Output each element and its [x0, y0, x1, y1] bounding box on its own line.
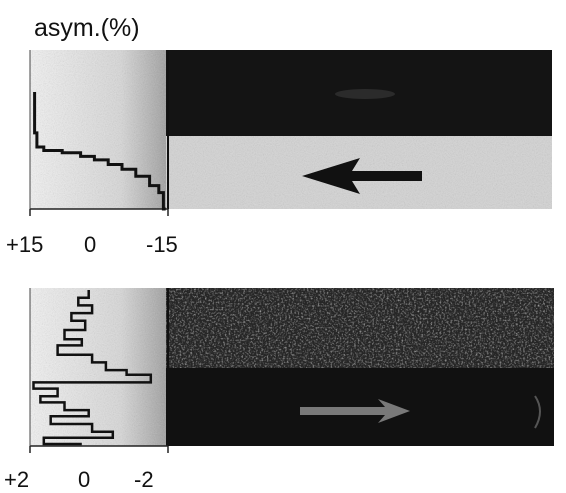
top-tick-plus15: +15 — [6, 232, 44, 257]
bottom-panel — [29, 288, 554, 453]
bottom-tick-0: 0 — [78, 467, 91, 492]
top-panel — [29, 50, 552, 216]
top-tick-0: 0 — [84, 232, 97, 257]
top-tick-minus15: -15 — [146, 232, 178, 257]
edge-mark — [534, 395, 541, 429]
y-axis-label: asym.(%) — [34, 14, 140, 42]
field-arrow-right — [300, 399, 410, 423]
top-asymmetry-curve — [33, 92, 166, 211]
bottom-tick-minus2: -2 — [134, 467, 154, 492]
field-arrow-left — [302, 158, 422, 194]
bottom-tick-plus2: +2 — [4, 467, 30, 492]
bottom-asymmetry-curve — [32, 290, 153, 446]
